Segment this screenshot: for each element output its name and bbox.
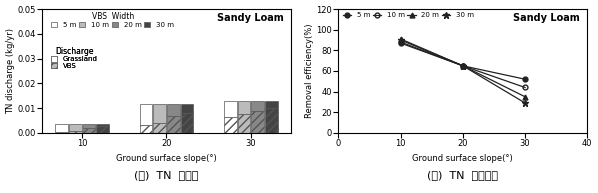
10 m [397,41,404,43]
Bar [55,124,68,132]
30 m [397,39,404,41]
20 m [397,38,404,40]
Bar [237,114,250,133]
Line: 30 m: 30 m [397,36,529,106]
10 m [521,86,529,89]
Bar [96,124,109,126]
10 m [459,65,466,67]
Text: Sandy Loam: Sandy Loam [513,13,579,23]
Bar [83,124,95,128]
Bar [251,111,264,133]
20 m [521,96,529,98]
5 m [521,78,529,80]
Bar [224,117,236,133]
Bar [265,108,277,133]
Y-axis label: Removal efficiency(%): Removal efficiency(%) [305,24,314,118]
Line: 20 m: 20 m [398,36,527,99]
Legend: Grassland, VBS: Grassland, VBS [50,46,99,70]
Y-axis label: TN discharge (kg/yr): TN discharge (kg/yr) [5,28,14,114]
Bar [167,104,179,116]
Bar [181,113,193,133]
Bar [181,104,193,113]
Bar [167,116,179,133]
Bar [139,125,152,133]
Bar [69,131,81,133]
Line: 5 m: 5 m [398,41,527,82]
30 m [521,102,529,104]
Bar [265,101,277,108]
Bar [55,132,68,133]
X-axis label: Ground surface slope(°): Ground surface slope(°) [413,154,513,163]
Legend: 5 m, 10 m, 20 m, 30 m: 5 m, 10 m, 20 m, 30 m [342,11,474,19]
Bar [237,101,250,114]
20 m [459,65,466,67]
Text: (가)  TN  유출량: (가) TN 유출량 [135,170,199,180]
Bar [224,101,236,117]
Line: 10 m: 10 m [398,40,527,90]
Bar [69,124,81,131]
5 m [459,65,466,67]
Bar [96,126,109,133]
5 m [397,42,404,44]
Bar [139,104,152,125]
30 m [459,65,466,67]
Bar [251,101,264,111]
Bar [153,104,166,123]
Text: (나)  TN  저감효율: (나) TN 저감효율 [428,170,498,180]
Text: Sandy Loam: Sandy Loam [216,13,283,23]
Bar [83,128,95,133]
Bar [153,123,166,133]
X-axis label: Ground surface slope(°): Ground surface slope(°) [116,154,217,163]
